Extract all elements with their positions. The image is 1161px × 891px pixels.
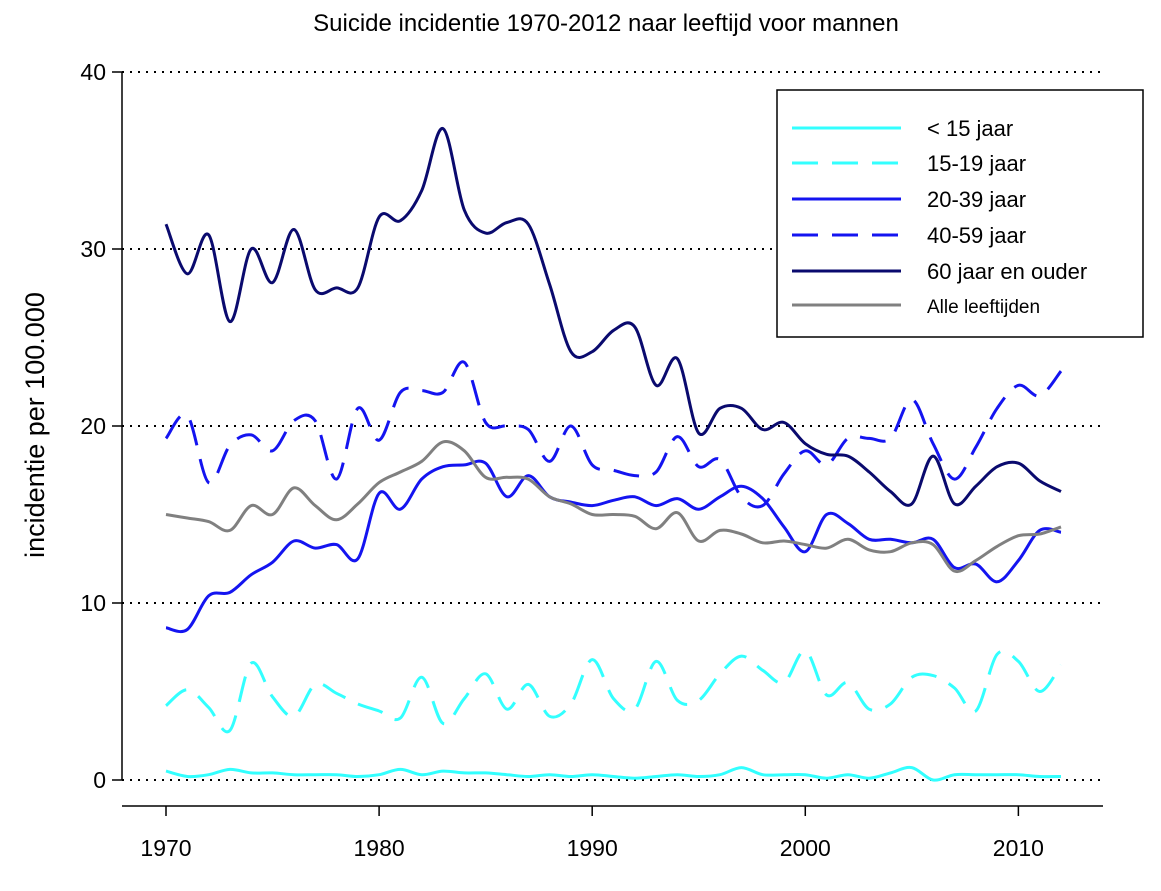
series-group bbox=[164, 127, 1063, 782]
series-line-3 bbox=[164, 360, 1063, 509]
y-tick-label: 40 bbox=[80, 59, 106, 85]
legend: < 15 jaar 15-19 jaar 20-39 jaar 40-59 jaar 6… bbox=[776, 89, 1144, 338]
y-tick-label: 10 bbox=[80, 590, 106, 616]
series-line-0 bbox=[165, 765, 1062, 782]
legend-label: 40-59 jaar bbox=[927, 223, 1026, 248]
x-tick-label: 1990 bbox=[567, 835, 618, 861]
legend-label: 20-39 jaar bbox=[927, 187, 1026, 212]
chart-title: Suicide incidentie 1970-2012 naar leefti… bbox=[313, 10, 899, 37]
legend-label: 15-19 jaar bbox=[927, 151, 1026, 176]
legend-label: 60 jaar en ouder bbox=[927, 259, 1087, 284]
series-line-5 bbox=[165, 440, 1062, 574]
x-tick-label: 2010 bbox=[993, 835, 1044, 861]
x-tick-label: 1970 bbox=[140, 835, 191, 861]
legend-label: Alle leeftijden bbox=[927, 297, 1040, 318]
x-tick-label: 2000 bbox=[780, 835, 831, 861]
x-tick-label: 1980 bbox=[354, 835, 405, 861]
y-tick-label: 0 bbox=[93, 767, 106, 793]
series-line-2 bbox=[165, 459, 1062, 634]
y-tick-label: 20 bbox=[80, 413, 106, 439]
y-axis-label: incidentie per 100.000 bbox=[20, 292, 50, 558]
series-line-4 bbox=[164, 127, 1062, 507]
legend-label: < 15 jaar bbox=[927, 116, 1013, 141]
y-tick-label: 30 bbox=[80, 236, 106, 262]
series-line-1 bbox=[165, 649, 1063, 734]
legend-box bbox=[776, 89, 1144, 338]
axes: 0 10 20 30 40 1970 1980 1990 2000 2010 bbox=[80, 59, 1103, 861]
